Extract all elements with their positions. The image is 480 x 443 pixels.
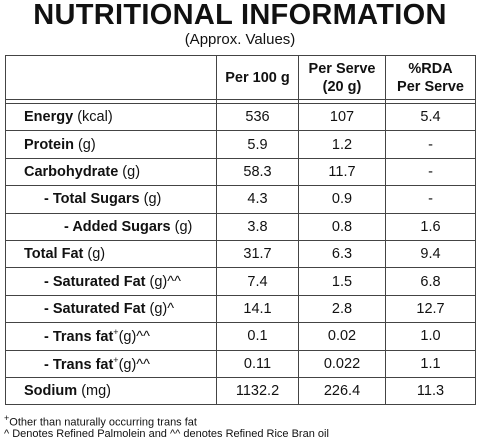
row: - Added Sugars (g) 3.8 0.8 1.6 bbox=[5, 212, 476, 241]
value-cell: 1.5 bbox=[298, 267, 386, 296]
row: - Trans fat+(g)^^ 0.1 0.02 1.0 bbox=[5, 322, 476, 351]
row-label: Protein (g) bbox=[5, 130, 217, 159]
header-cell: Per 100 g bbox=[216, 55, 299, 100]
value-cell: 6.8 bbox=[385, 267, 476, 296]
nutrition-table: Per 100 g Per Serve (20 g) %RDA Per Serve En… bbox=[5, 55, 476, 406]
value-cell: 0.9 bbox=[298, 185, 386, 214]
nutrient-name: Carbohydrate bbox=[24, 163, 119, 180]
footnote-text: ^ Denotes Refined Palmolein and ^^ denot… bbox=[4, 428, 329, 440]
value-cell: 58.3 bbox=[216, 157, 299, 187]
value-cell: 0.1 bbox=[216, 322, 299, 351]
nutrient-name: - Saturated Fat bbox=[44, 300, 146, 317]
row: - Saturated Fat (g)^ 14.1 2.8 12.7 bbox=[5, 294, 476, 324]
value-cell: 226.4 bbox=[298, 376, 386, 406]
value-cell: 11.7 bbox=[298, 157, 386, 187]
row: Energy (kcal) 536 107 5.4 bbox=[5, 102, 476, 132]
row-label: Carbohydrate (g) bbox=[5, 157, 217, 187]
unit: (g)^^ bbox=[118, 356, 150, 373]
superscript: + bbox=[113, 354, 119, 365]
value-cell: 4.3 bbox=[216, 185, 299, 214]
title: NUTRITIONAL INFORMATION bbox=[33, 0, 447, 31]
unit: (g) bbox=[73, 136, 96, 153]
header-text: Per Serve bbox=[308, 60, 376, 77]
row-label: - Total Sugars (g) bbox=[5, 185, 217, 214]
unit: (g)^^ bbox=[118, 329, 150, 346]
header-text: %RDA bbox=[408, 60, 453, 77]
superscript: + bbox=[113, 327, 119, 338]
unit: (g) bbox=[139, 191, 162, 208]
spacer bbox=[5, 99, 476, 104]
row-label: - Added Sugars (g) bbox=[5, 212, 217, 241]
header-cell bbox=[5, 55, 217, 100]
nutrient-name: - Saturated Fat bbox=[44, 273, 146, 290]
row: - Saturated Fat (g)^^ 7.4 1.5 6.8 bbox=[5, 267, 476, 296]
value-cell: 5.9 bbox=[216, 130, 299, 159]
row-label: - Saturated Fat (g)^^ bbox=[5, 267, 217, 296]
row: Protein (g) 5.9 1.2- bbox=[5, 130, 476, 159]
unit: (g) bbox=[118, 163, 141, 180]
value-cell: 0.8 bbox=[298, 212, 386, 241]
value-cell: - bbox=[385, 185, 476, 214]
nutrient-name: Protein bbox=[24, 136, 74, 153]
header-text: Per 100 g bbox=[225, 69, 290, 86]
value-cell: 11.3 bbox=[385, 376, 476, 406]
footnote: ^ Denotes Refined Palmolein and ^^ denot… bbox=[4, 428, 329, 441]
row: Total Fat (g) 31.7 6.3 9.4 bbox=[5, 239, 476, 269]
header-cell: %RDA Per Serve bbox=[385, 55, 476, 100]
unit: (kcal) bbox=[73, 109, 113, 126]
nutrient-name: Sodium bbox=[24, 383, 78, 400]
value-cell: 0.11 bbox=[216, 349, 299, 378]
value-cell: 5.4 bbox=[385, 102, 476, 132]
header-cell: Per Serve (20 g) bbox=[298, 55, 386, 100]
row-label: Sodium (mg) bbox=[5, 376, 217, 406]
value-cell: 1.2 bbox=[298, 130, 386, 159]
footnote: +Other than naturally occurring trans fa… bbox=[4, 412, 197, 430]
header-text: Per Serve bbox=[397, 78, 464, 95]
unit: (g)^^ bbox=[145, 273, 181, 290]
subtitle: (Approx. Values) bbox=[184, 31, 296, 48]
nutrient-name: - Added Sugars bbox=[64, 218, 171, 235]
value-cell: 1.1 bbox=[385, 349, 476, 378]
unit: (g)^ bbox=[145, 300, 175, 317]
nutrient-name: Energy bbox=[24, 109, 74, 126]
value-cell: 31.7 bbox=[216, 239, 299, 269]
value-cell: 0.02 bbox=[298, 322, 386, 351]
value-cell: 9.4 bbox=[385, 239, 476, 269]
value-cell: - bbox=[385, 130, 476, 159]
value-cell: 1132.2 bbox=[216, 376, 299, 406]
row: Sodium (mg) 1132.2 226.4 11.3 bbox=[5, 376, 476, 406]
footnote-text: Other than naturally occurring trans fat bbox=[9, 416, 197, 429]
row-label: Energy (kcal) bbox=[5, 102, 217, 132]
value-cell: 0.022 bbox=[298, 349, 386, 378]
unit: (mg) bbox=[77, 383, 112, 400]
value-cell: - bbox=[385, 157, 476, 187]
unit: (g) bbox=[83, 246, 106, 263]
value-cell: 2.8 bbox=[298, 294, 386, 324]
value-cell: 12.7 bbox=[385, 294, 476, 324]
superscript: + bbox=[4, 413, 10, 423]
row-label: - Trans fat+(g)^^ bbox=[5, 349, 217, 378]
row: Carbohydrate (g) 58.3 11.7- bbox=[5, 157, 476, 187]
header-text: (20 g) bbox=[322, 78, 362, 95]
value-cell: 1.0 bbox=[385, 322, 476, 351]
nutrient-name: - Trans fat bbox=[44, 329, 114, 346]
row-label: - Trans fat+(g)^^ bbox=[5, 322, 217, 351]
row: - Trans fat+(g)^^ 0.11 0.022 1.1 bbox=[5, 349, 476, 378]
unit: (g) bbox=[170, 218, 193, 235]
value-cell: 6.3 bbox=[298, 239, 386, 269]
value-cell: 14.1 bbox=[216, 294, 299, 324]
value-cell: 1.6 bbox=[385, 212, 476, 241]
row-label: Total Fat (g) bbox=[5, 239, 217, 269]
row-label: - Saturated Fat (g)^ bbox=[5, 294, 217, 324]
nutrient-name: - Total Sugars bbox=[44, 191, 140, 208]
value-cell: 3.8 bbox=[216, 212, 299, 241]
value-cell: 107 bbox=[298, 102, 386, 132]
header-row: Per 100 g Per Serve (20 g) %RDA Per Serve bbox=[5, 55, 476, 100]
nutrient-name: Total Fat bbox=[24, 246, 84, 263]
value-cell: 536 bbox=[216, 102, 299, 132]
row: - Total Sugars (g) 4.3 0.9- bbox=[5, 185, 476, 214]
nutrient-name: - Trans fat bbox=[44, 356, 114, 373]
value-cell: 7.4 bbox=[216, 267, 299, 296]
